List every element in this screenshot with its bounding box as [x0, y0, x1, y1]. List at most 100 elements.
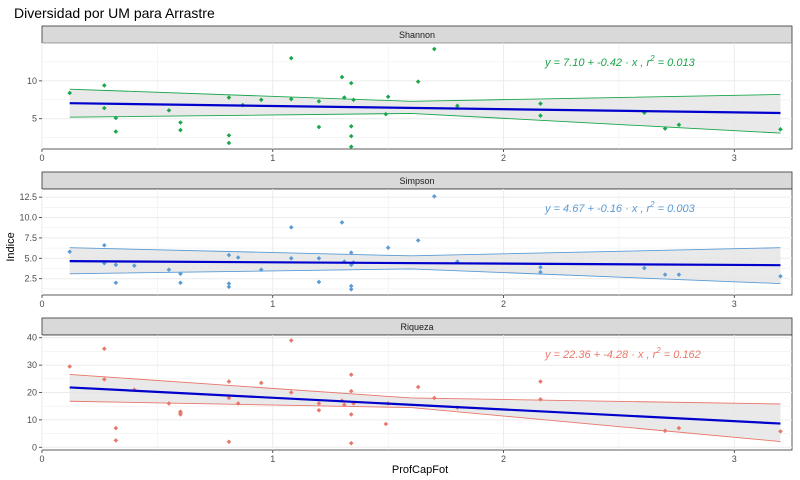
data-point [102, 346, 107, 351]
x-tick-label: 2 [501, 454, 506, 464]
y-tick-label: 10.0 [19, 213, 37, 223]
data-point [538, 101, 543, 106]
band-upper-line [69, 373, 781, 405]
regression-equation: y = 22.36 + -4.28 · x , r2 = 0.162 [544, 346, 701, 361]
data-point [348, 372, 354, 378]
data-point [166, 108, 172, 113]
data-point [316, 407, 322, 413]
data-point [316, 401, 322, 406]
x-tick-label: 3 [732, 153, 737, 163]
data-point [235, 401, 241, 406]
data-point [676, 122, 682, 128]
data-point [778, 273, 783, 279]
data-point [226, 95, 232, 100]
data-point [235, 255, 241, 260]
x-tick-label: 1 [270, 454, 275, 464]
data-point [383, 421, 389, 427]
band-upper-line [69, 88, 781, 102]
data-point [288, 55, 294, 61]
data-point [662, 126, 668, 131]
data-point [166, 401, 172, 406]
data-point [102, 83, 107, 88]
data-point [432, 194, 437, 199]
facet-strip-label: Simpson [399, 176, 434, 186]
regression-equation: y = 4.67 + -0.16 · x , r2 = 0.003 [544, 200, 696, 215]
data-point [102, 260, 107, 266]
facet-strip-label: Shannon [399, 30, 435, 40]
data-point [339, 74, 345, 80]
data-point [662, 428, 668, 434]
y-tick-label: 40 [27, 333, 37, 343]
data-point [166, 267, 172, 273]
x-tick-label: 2 [501, 299, 506, 309]
data-point [132, 263, 137, 268]
panel-shannon: Shannon y = 7.10 + -0.42 · x , r2 = 0.013… [27, 25, 793, 163]
data-point [226, 140, 232, 146]
data-point [385, 245, 391, 251]
data-point [226, 281, 232, 286]
data-point [113, 262, 119, 268]
regression-equation: y = 7.10 + -0.42 · x , r2 = 0.013 [544, 54, 696, 69]
equation-exponent: 2 [649, 54, 655, 63]
data-point [662, 272, 668, 277]
y-tick-label: 7.5 [24, 233, 37, 243]
data-point [288, 225, 294, 230]
y-tick-label: 0 [32, 442, 37, 452]
data-point [113, 280, 119, 286]
data-point [67, 249, 72, 255]
equation-text: y = 7.10 + -0.42 · x , r [544, 57, 651, 69]
chart-title: Diversidad por UM para Arrastre [14, 5, 215, 21]
data-point [178, 120, 183, 125]
confidence-band [69, 247, 781, 284]
regression-line [69, 386, 781, 425]
y-tick-label: 5 [32, 114, 37, 124]
x-tick-label: 0 [39, 454, 44, 464]
data-point [642, 265, 647, 271]
facet-strip-label: Riqueza [400, 322, 433, 332]
data-point [178, 410, 183, 416]
data-point [316, 256, 322, 261]
x-tick-label: 3 [732, 454, 737, 464]
data-point [455, 103, 460, 109]
data-point [538, 264, 543, 270]
data-point [342, 402, 347, 408]
data-point [316, 279, 322, 285]
x-tick-label: 0 [39, 299, 44, 309]
y-tick-label: 5.0 [24, 253, 37, 263]
band-lower-line [69, 400, 781, 442]
data-points [67, 194, 783, 292]
panel-riqueza: Riqueza y = 22.36 + -4.28 · x , r2 = 0.16… [27, 317, 793, 464]
data-point [102, 242, 107, 248]
equation-tail: = 0.003 [655, 203, 696, 215]
data-point [351, 401, 356, 406]
data-point [226, 379, 232, 384]
data-point [348, 144, 354, 150]
band-upper-line [69, 247, 781, 257]
data-point [348, 123, 354, 129]
data-point [226, 284, 232, 290]
data-point [258, 380, 264, 386]
band-lower-line [69, 268, 781, 285]
data-point [778, 127, 783, 132]
equation-tail: = 0.013 [655, 57, 696, 69]
equation-text: y = 4.67 + -0.16 · x , r [544, 203, 651, 215]
data-point [415, 79, 421, 84]
data-point [385, 94, 391, 100]
data-point [348, 286, 354, 292]
data-point [113, 438, 119, 443]
data-point [67, 364, 72, 369]
data-point [778, 429, 783, 434]
equation-text: y = 22.36 + -4.28 · x , r [544, 349, 658, 361]
data-point [102, 377, 107, 382]
data-point [538, 269, 543, 275]
data-point [288, 390, 294, 395]
data-point [226, 252, 232, 258]
data-point [538, 113, 543, 118]
x-tick-label: 1 [270, 299, 275, 309]
x-tick-label: 3 [732, 299, 737, 309]
regression-line [69, 102, 781, 115]
y-axis-ticks: 2.5 5.0 7.5 10.0 12.5 [19, 192, 42, 284]
data-point [288, 256, 294, 261]
y-tick-label: 10 [27, 76, 37, 86]
y-tick-label: 30 [27, 360, 37, 370]
